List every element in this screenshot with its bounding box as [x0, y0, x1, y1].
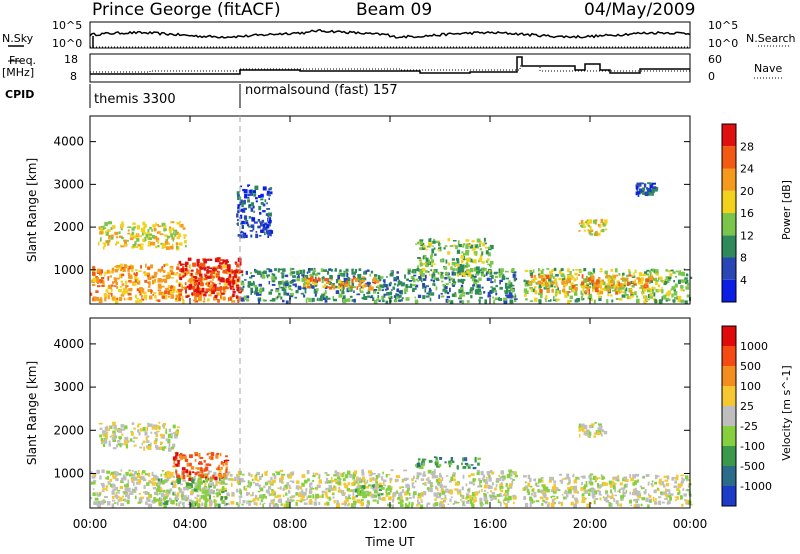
velocity-y-tick-label-0: 1000: [53, 466, 84, 480]
x-axis-label: Time UT: [364, 535, 415, 549]
power-colorbar-label: Power [dB]: [780, 180, 793, 240]
velocity-colorbar-cell-1: [722, 466, 736, 486]
velocity-scatter-region-4: [354, 484, 392, 499]
velocity-scatter-region-1: [172, 452, 230, 482]
velocity-colorbar-tick-3: 25: [740, 400, 754, 413]
nave-label: Nave: [754, 62, 783, 75]
velocity-scatter-region-7: [578, 421, 608, 438]
freq-right-tick-top: 60: [708, 53, 722, 66]
station-title: Prince George (fitACF): [92, 0, 281, 20]
noise-left-tick-top: 10^5: [52, 19, 83, 32]
velocity-colorbar-cell-7: [722, 346, 736, 366]
x-tick-label-2: 08:00: [273, 517, 308, 531]
x-tick-label-6: 00:00: [673, 517, 708, 531]
velocity-scatter-region-3: [98, 421, 180, 452]
cpid-label-normalsound: normalsound (fast) 157: [245, 83, 398, 98]
velocity-colorbar-tick-5: -100: [740, 440, 765, 453]
velocity-colorbar-label: Velocity [m s^-1]: [780, 365, 793, 460]
velocity-colorbar-cell-5: [722, 386, 736, 406]
power-colorbar-tick-5: 24: [740, 163, 754, 176]
noise-sky-line: [89, 28, 691, 39]
power-scatter-region-1: [178, 257, 244, 299]
power-colorbar-tick-1: 8: [740, 252, 747, 265]
power-scatter-region-9: [236, 184, 274, 239]
velocity-colorbar-cell-2: [722, 446, 736, 466]
freq-solid-line: [90, 56, 690, 75]
power-y-tick-label-2: 3000: [53, 177, 84, 191]
cpid-label: CPID: [5, 88, 35, 101]
velocity-y-tick-label-3: 4000: [53, 337, 84, 351]
velocity-y-tick-label-1: 2000: [53, 423, 84, 437]
power-colorbar-tick-2: 12: [740, 229, 754, 242]
velocity-scatter-region-5: [415, 456, 482, 470]
power-colorbar-cell-0: [722, 279, 736, 302]
power-y-tick-label-3: 4000: [53, 135, 84, 149]
power-y-tick-label-0: 1000: [53, 263, 84, 277]
velocity-colorbar-cell-6: [722, 366, 736, 386]
power-colorbar-tick-3: 16: [740, 207, 754, 220]
power-scatter-region-2: [98, 221, 187, 251]
velocity-colorbar-tick-7: -1000: [740, 480, 772, 493]
power-colorbar-tick-6: 28: [740, 140, 754, 153]
velocity-scatter-region-2: [153, 477, 230, 508]
velocity-y-axis-label: Slant Range [km]: [25, 361, 39, 465]
velocity-colorbar-cell-8: [722, 326, 736, 346]
velocity-scatter-region-6: [522, 473, 693, 508]
freq-right-tick-bottom: 0: [708, 70, 715, 83]
x-tick-label-1: 04:00: [173, 517, 208, 531]
velocity-colorbar-tick-6: -500: [740, 460, 765, 473]
velocity-colorbar-tick-2: 100: [740, 380, 761, 393]
freq-panel-frame: [89, 53, 691, 83]
noise-right-tick-top: 10^5: [708, 19, 739, 32]
cpid-label-themis: themis 3300: [94, 92, 176, 107]
velocity-colorbar-cell-3: [722, 426, 736, 446]
noise-left-tick-bottom: 10^0: [52, 37, 83, 50]
velocity-colorbar-frame: [721, 325, 737, 507]
nsky-label: N.Sky: [2, 32, 34, 45]
power-colorbar-tick-0: 4: [740, 274, 747, 287]
power-y-axis-label: Slant Range [km]: [25, 158, 39, 262]
velocity-colorbar-cell-0: [722, 486, 736, 506]
power-scatter-region-7: [527, 274, 656, 295]
power-colorbar-cell-7: [722, 124, 736, 147]
power-colorbar-cell-6: [722, 146, 736, 169]
power-colorbar-cell-1: [722, 257, 736, 280]
noise-right-tick-bottom: 10^0: [708, 37, 739, 50]
freq-unit-label: [MHz]: [2, 66, 35, 79]
freq-dotted-line: [90, 65, 690, 73]
velocity-colorbar-cell-4: [722, 406, 736, 426]
x-tick-label-5: 20:00: [573, 517, 608, 531]
velocity-colorbar-tick-4: -25: [740, 420, 758, 433]
x-tick-label-3: 12:00: [373, 517, 408, 531]
power-scatter-region-4: [302, 276, 380, 292]
freq-left-tick-bottom: 8: [70, 70, 77, 83]
power-scatter-region-6: [523, 267, 693, 304]
power-scatter-region-10: [635, 182, 659, 197]
power-colorbar-cell-2: [722, 235, 736, 258]
power-scatter-region-5: [415, 237, 494, 278]
beam-label: Beam 09: [356, 0, 433, 20]
x-tick-label-0: 00:00: [73, 517, 108, 531]
velocity-scatter-region-0: [90, 469, 518, 509]
velocity-colorbar-tick-0: 1000: [740, 340, 768, 353]
velocity-colorbar-tick-1: 500: [740, 360, 761, 373]
power-colorbar-cell-5: [722, 168, 736, 191]
power-colorbar-frame: [721, 123, 737, 303]
freq-left-tick-top: 18: [64, 53, 78, 66]
power-colorbar-cell-4: [722, 190, 736, 213]
power-scatter-region-8: [578, 218, 608, 237]
x-tick-label-4: 16:00: [473, 517, 508, 531]
velocity-y-tick-label-2: 3000: [53, 380, 84, 394]
power-colorbar-tick-4: 20: [740, 185, 754, 198]
nsearch-label: N.Search: [746, 32, 796, 45]
power-y-tick-label-1: 2000: [53, 220, 84, 234]
date-label: 04/May/2009: [584, 0, 696, 20]
power-colorbar-cell-3: [722, 213, 736, 236]
